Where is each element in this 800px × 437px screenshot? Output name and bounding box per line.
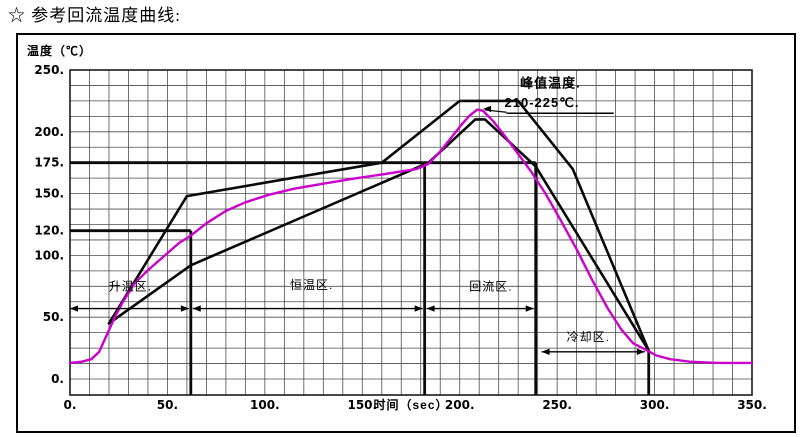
y-tick-label: 0.: [51, 372, 64, 386]
y-tick-label: 250.: [34, 63, 64, 77]
series-measured-profile: [68, 108, 754, 365]
x-tick-label: 200.: [445, 398, 475, 412]
x-tick-label: 150.: [347, 398, 377, 412]
y-tick-label: 200.: [34, 125, 64, 139]
y-axis-title: 温度（℃）: [27, 43, 92, 58]
zone-4: 冷却区.: [541, 330, 645, 356]
arrowhead-icon: [414, 305, 423, 312]
arrowhead-icon: [636, 348, 645, 356]
x-tick-label: 100.: [250, 398, 280, 412]
zone-2: 恒温区.: [192, 278, 423, 312]
peak-label-line1: 峰值温度.: [520, 75, 581, 90]
y-tick-label: 150.: [34, 187, 64, 201]
series-lower-limit: [107, 118, 650, 352]
y-tick-label: 50.: [43, 310, 64, 324]
zone-1: 升温区.: [70, 279, 189, 312]
reflow-temperature-chart: 升温区. 恒温区. 回流区. 冷却区. 峰值温度. 210-225℃. 0. 50. 100. 1…: [27, 43, 767, 412]
arrowhead-icon: [426, 305, 435, 312]
zone-label: 冷却区.: [567, 330, 610, 344]
x-axis-labels: 0. 50. 100. 150. 200. 250. 300. 350. 时间（sec）: [64, 397, 767, 412]
arrowhead-icon: [483, 105, 492, 113]
y-tick-label: 175.: [34, 156, 64, 170]
plot-border: [69, 69, 753, 396]
arrowhead-icon: [180, 305, 189, 312]
reference-lines: [70, 161, 651, 395]
zone-label: 升温区.: [109, 279, 152, 293]
y-tick-label: 120.: [34, 224, 64, 238]
peak-label-line2: 210-225℃.: [505, 95, 580, 110]
arrowhead-icon: [541, 348, 550, 356]
zone-3: 回流区.: [426, 279, 534, 312]
reflow-chart-frame: 升温区. 恒温区. 回流区. 冷却区. 峰值温度. 210-225℃. 0. 50. 100. 1…: [16, 33, 796, 433]
x-axis-title: 时间（sec）: [373, 397, 448, 412]
x-tick-label: 300.: [640, 398, 670, 412]
zone-label: 恒温区.: [290, 278, 333, 292]
arrowhead-icon: [192, 305, 201, 312]
zone-label: 回流区.: [469, 279, 512, 293]
series-upper-limit: [107, 99, 650, 352]
figure-caption: ☆ 参考回流温度曲线:: [8, 6, 181, 25]
arrowhead-icon: [525, 305, 534, 312]
x-tick-label: 250.: [542, 398, 572, 412]
grid: [69, 69, 753, 395]
y-tick-label: 100.: [34, 248, 64, 262]
arrowhead-icon: [70, 305, 78, 312]
y-axis-labels: 250. 200. 175. 150. 120. 100. 50. 0. 温度（℃）: [27, 43, 92, 386]
x-tick-label: 50.: [157, 398, 178, 412]
peak-annotation: 峰值温度. 210-225℃.: [483, 75, 614, 115]
x-tick-label: 350.: [737, 398, 767, 412]
x-tick-label: 0.: [64, 398, 77, 412]
